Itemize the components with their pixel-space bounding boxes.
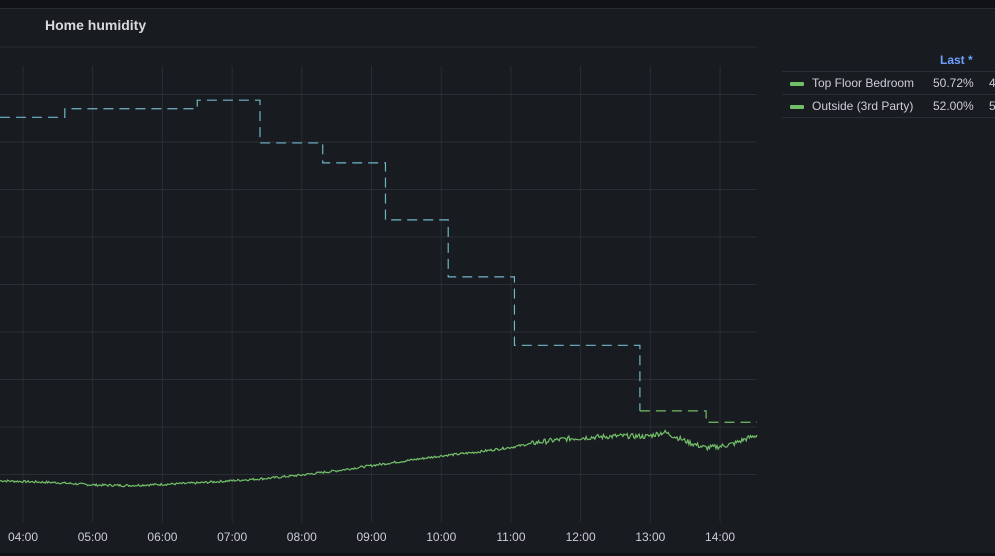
humidity-panel: 04:00 05:00 06:00 07:00 08:00 09:00 10:00 11:00… bbox=[0, 9, 995, 553]
panel-title: Home humidity bbox=[45, 17, 147, 33]
x-tick-label: 14:00 bbox=[705, 530, 735, 544]
series-top-floor-bedroom-line bbox=[0, 429, 758, 488]
x-tick-label: 05:00 bbox=[78, 530, 108, 544]
series-outside-line-tail bbox=[639, 410, 757, 423]
x-tick-label: 07:00 bbox=[217, 530, 247, 544]
legend-table: Last * Top Floor Bedroom 50.72% 4 Outsid… bbox=[782, 49, 995, 118]
humidity-chart: 04:00 05:00 06:00 07:00 08:00 09:00 10:00 11:00… bbox=[0, 46, 758, 544]
x-tick-label: 06:00 bbox=[147, 530, 177, 544]
x-tick-label: 04:00 bbox=[8, 530, 38, 544]
x-tick-label: 10:00 bbox=[426, 530, 456, 544]
x-tick-label: 09:00 bbox=[357, 530, 387, 544]
series-swatch-icon bbox=[790, 82, 804, 86]
x-tick-label: 11:00 bbox=[496, 530, 525, 544]
legend-last-value: 52.00% bbox=[933, 99, 974, 113]
legend-last-value: 50.72% bbox=[933, 76, 974, 90]
legend-sort-last[interactable]: Last * bbox=[940, 53, 973, 67]
legend-row-top-floor-bedroom[interactable]: Top Floor Bedroom 50.72% 4 bbox=[782, 71, 995, 94]
top-divider bbox=[0, 8, 995, 9]
x-tick-label: 12:00 bbox=[566, 530, 596, 544]
series-outside-line bbox=[0, 99, 641, 411]
legend-row-outside[interactable]: Outside (3rd Party) 52.00% 5 bbox=[782, 94, 995, 118]
bottom-divider bbox=[0, 553, 995, 556]
series-swatch-icon bbox=[790, 105, 804, 109]
x-tick-label: 13:00 bbox=[635, 530, 665, 544]
legend-next-value: 5 bbox=[989, 99, 995, 113]
legend-header: Last * bbox=[782, 49, 995, 71]
legend-series-name: Top Floor Bedroom bbox=[812, 76, 915, 90]
legend-next-value: 4 bbox=[989, 76, 995, 90]
legend-series-name: Outside (3rd Party) bbox=[812, 99, 914, 113]
x-tick-label: 08:00 bbox=[287, 530, 317, 544]
